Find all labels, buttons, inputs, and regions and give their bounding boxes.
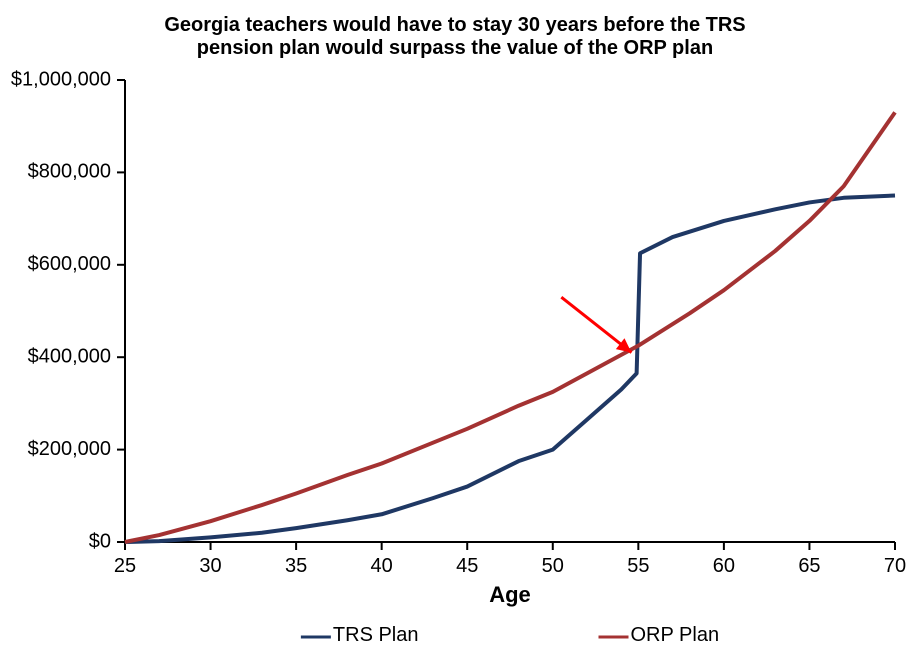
series-line — [125, 112, 895, 542]
x-tick-label: 50 — [542, 555, 564, 577]
x-tick-label: 25 — [114, 555, 136, 577]
x-tick-label: 55 — [627, 555, 649, 577]
x-tick-label: 40 — [371, 555, 393, 577]
x-tick-label: 35 — [285, 555, 307, 577]
legend-item: —ORP Plan — [599, 624, 720, 647]
legend-item: —TRS Plan — [301, 624, 419, 647]
x-tick-label: 60 — [713, 555, 735, 577]
chart-plot-area: $0 $200,000 $400,000 $600,000 $800,000 $1,000… — [0, 0, 910, 662]
x-tick-label: 65 — [798, 555, 820, 577]
y-tick-label: $800,000 — [28, 161, 111, 183]
y-tick-label: $0 — [89, 530, 111, 552]
x-tick-label: 30 — [199, 555, 221, 577]
y-tick-label: $400,000 — [28, 345, 111, 367]
y-tick-label: $200,000 — [28, 438, 111, 460]
x-axis-label: Age — [125, 582, 895, 608]
pension-comparison-chart: Georgia teachers would have to stay 30 y… — [0, 0, 910, 662]
y-tick-label: $1,000,000 — [11, 68, 111, 90]
chart-legend: —TRS Plan —ORP Plan — [125, 624, 895, 647]
x-tick-label: 70 — [884, 555, 906, 577]
x-tick-label: 45 — [456, 555, 478, 577]
legend-label: ORP Plan — [631, 624, 720, 647]
y-tick-label: $600,000 — [28, 253, 111, 275]
legend-label: TRS Plan — [333, 624, 419, 647]
